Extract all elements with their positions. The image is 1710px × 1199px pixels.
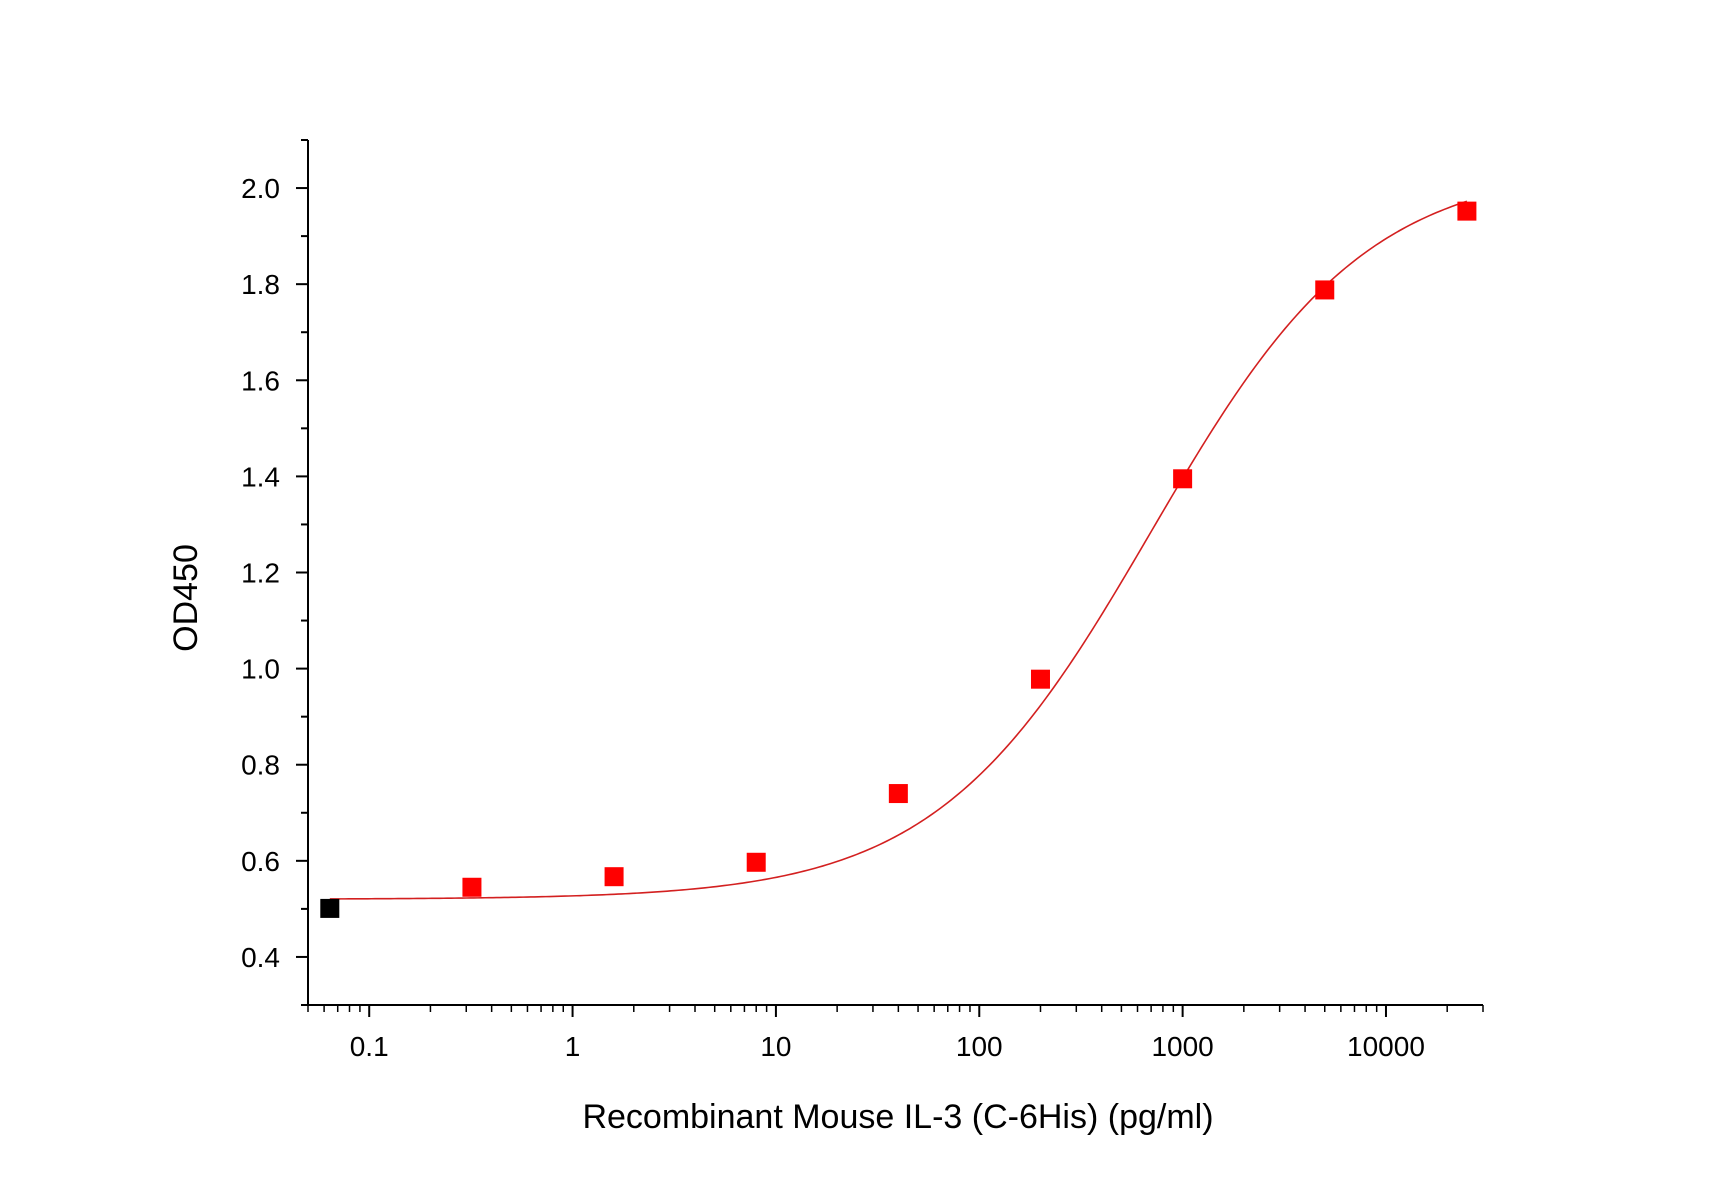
data-point: [888, 784, 908, 804]
y-tick-label: 0.8: [241, 750, 280, 781]
data-points: [320, 201, 1477, 918]
fit-curve-layer: [329, 200, 1468, 900]
data-point: [1173, 469, 1193, 489]
y-tick-label: 1.6: [241, 365, 280, 396]
axes: [307, 140, 1483, 1006]
fit-curve: [329, 200, 1468, 900]
x-tick-label: 1000: [1151, 1031, 1213, 1062]
x-tick-label: 0.1: [350, 1031, 389, 1062]
y-axis-title: OD450: [167, 544, 205, 652]
x-axis-title: Recombinant Mouse IL-3 (C-6His) (pg/ml): [582, 1098, 1213, 1136]
axis-ticks: 0.4 0.6 0.8 1.0 1.2 1.4 1.6 1.8 2.0 0.1 1 10 100 1000…: [241, 139, 1484, 1062]
x-tick-label: 100: [956, 1031, 1003, 1062]
x-tick-label: 10: [760, 1031, 791, 1062]
y-tick-label: 1.2: [241, 558, 280, 589]
blank-point: [320, 898, 340, 918]
data-point: [746, 852, 766, 872]
y-tick-label: 1.8: [241, 269, 280, 300]
x-tick-label: 1: [565, 1031, 581, 1062]
y-tick-label: 0.4: [241, 942, 280, 973]
y-tick-label: 1.0: [241, 654, 280, 685]
y-tick-label: 0.6: [241, 846, 280, 877]
y-tick-label: 1.4: [241, 461, 280, 492]
data-point: [1457, 201, 1477, 221]
data-point: [1315, 280, 1335, 300]
data-point: [604, 867, 624, 887]
data-point: [1030, 669, 1050, 689]
data-point: [462, 877, 482, 897]
x-tick-label: 10000: [1347, 1031, 1425, 1062]
y-tick-label: 2.0: [241, 173, 280, 204]
